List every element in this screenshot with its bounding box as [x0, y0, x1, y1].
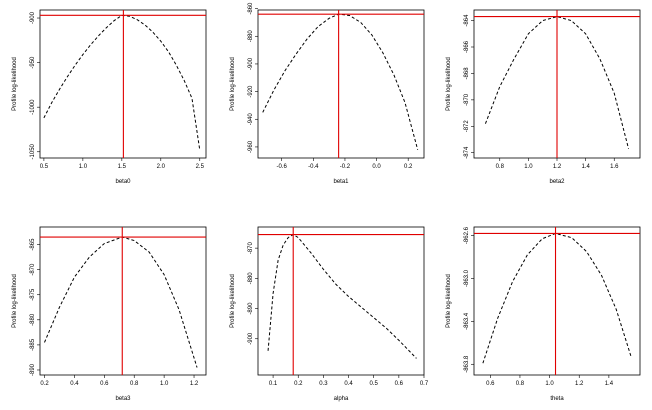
y-tick-label: -900	[248, 332, 254, 345]
y-tick-label: -920	[248, 85, 254, 98]
x-tick-label: 1.2	[190, 381, 199, 387]
profile-curve	[484, 16, 630, 149]
x-tick-label: -0.4	[308, 164, 319, 170]
y-tick-label: -885	[30, 338, 36, 351]
x-tick-label: 0.2	[294, 381, 303, 387]
x-tick-label: -0.6	[277, 164, 288, 170]
y-tick-label: -862.6	[464, 226, 470, 244]
chart-panel-alpha: 0.1 0.2 0.3 0.4 0.5 0.6 0.7 -870 -880 -890 -900 alp…	[230, 226, 429, 402]
y-tick-label: -950	[30, 56, 36, 69]
y-tick-label: -1000	[30, 99, 36, 115]
y-tick-label: -865	[30, 238, 36, 251]
profile-curve	[267, 233, 417, 359]
y-tick-label: -872	[464, 120, 470, 133]
x-tick-label: 0.1	[269, 381, 278, 387]
chart-panel-theta: 0.6 0.8 1.0 1.2 1.4 -862.6 -863.0 -863.4 -863.8 t…	[446, 226, 641, 402]
x-tick-label: 1.6	[610, 164, 619, 170]
x-tick-label: 1.5	[118, 164, 127, 170]
x-tick-label: 1.4	[605, 381, 614, 387]
y-axis-label: Profile log-likelihood	[446, 57, 452, 111]
x-tick-label: 0.6	[486, 381, 495, 387]
x-tick-label: 0.7	[420, 381, 429, 387]
y-tick-label: -870	[30, 263, 36, 276]
x-tick-label: 0.2	[40, 381, 49, 387]
chart-panel-beta3: 0.2 0.4 0.6 0.8 1.0 1.2 -865 -870 -875 -880 -885 -8…	[12, 226, 207, 402]
y-axis-label: Profile log-likelihood	[230, 274, 236, 328]
plot-frame	[257, 9, 425, 159]
x-axis-label: theta	[550, 396, 564, 402]
y-tick-label: -890	[248, 302, 254, 315]
x-tick-label: 0.5	[40, 164, 49, 170]
x-axis-label: beta1	[333, 179, 349, 185]
x-axis-label: beta0	[115, 179, 131, 185]
y-tick-label: -870	[248, 241, 254, 254]
x-tick-label: 0.3	[319, 381, 328, 387]
x-tick-label: 2.5	[196, 164, 205, 170]
y-tick-label: -960	[248, 140, 254, 153]
y-tick-label: -875	[30, 288, 36, 301]
y-tick-label: -880	[30, 313, 36, 326]
y-tick-label: -900	[30, 11, 36, 24]
x-tick-label: 2.0	[157, 164, 166, 170]
x-tick-label: 1.2	[553, 164, 562, 170]
x-tick-label: 0.8	[130, 381, 139, 387]
x-axis-label: beta3	[115, 396, 131, 402]
y-tick-label: -900	[248, 57, 254, 70]
y-axis-label: Profile log-likelihood	[12, 274, 18, 328]
plot-frame	[473, 226, 641, 376]
x-tick-label: 0.2	[404, 164, 413, 170]
y-axis-label: Profile log-likelihood	[446, 274, 452, 328]
x-tick-label: 0.4	[70, 381, 79, 387]
y-tick-label: -863.8	[464, 355, 470, 373]
y-tick-label: -890	[30, 363, 36, 376]
y-tick-label: -868	[464, 67, 470, 80]
y-tick-label: -880	[248, 30, 254, 43]
y-tick-label: -860	[248, 2, 254, 15]
y-tick-label: -863.4	[464, 312, 470, 330]
x-tick-label: 0.8	[496, 164, 505, 170]
x-tick-label: 1.2	[575, 381, 584, 387]
y-tick-label: -1050	[30, 143, 36, 159]
plot-frame	[257, 226, 425, 376]
y-tick-label: -864	[464, 14, 470, 27]
x-tick-label: 0.8	[516, 381, 525, 387]
y-axis-label: Profile log-likelihood	[230, 57, 236, 111]
y-tick-label: -940	[248, 113, 254, 126]
profile-curve	[262, 13, 419, 150]
x-tick-label: 1.0	[524, 164, 533, 170]
plot-frame	[39, 226, 207, 376]
profile-curve	[43, 14, 201, 151]
chart-panel-beta2: 0.8 1.0 1.2 1.4 1.6 -864 -866 -868 -870 -872 -874 b…	[446, 9, 641, 185]
x-tick-label: 0.6	[395, 381, 404, 387]
profile-curve	[44, 236, 198, 368]
x-tick-label: 0.6	[100, 381, 109, 387]
y-tick-label: -863.0	[464, 269, 470, 287]
x-axis-label: alpha	[334, 396, 349, 402]
x-tick-label: -0.2	[340, 164, 351, 170]
y-tick-label: -874	[464, 146, 470, 159]
x-tick-label: 0.4	[344, 381, 353, 387]
x-tick-label: 1.0	[545, 381, 554, 387]
x-tick-label: 0.5	[370, 381, 379, 387]
x-tick-label: 1.4	[581, 164, 590, 170]
profile-curve	[482, 232, 632, 364]
chart-panel-beta1: -0.6 -0.4 -0.2 0.0 0.2 -860 -880 -900 -920 -940 -9…	[230, 2, 425, 185]
y-tick-label: -870	[464, 93, 470, 106]
y-tick-label: -880	[248, 272, 254, 285]
y-tick-label: -866	[464, 40, 470, 53]
x-tick-label: 1.0	[160, 381, 169, 387]
x-axis-label: beta2	[549, 179, 565, 185]
chart-panel-beta0: 0.5 1.0 1.5 2.0 2.5 -900 -950 -1000 -1050 beta0 Pr…	[12, 9, 207, 185]
x-tick-label: 1.0	[79, 164, 88, 170]
x-tick-label: 0.0	[372, 164, 381, 170]
y-axis-label: Profile log-likelihood	[12, 57, 18, 111]
